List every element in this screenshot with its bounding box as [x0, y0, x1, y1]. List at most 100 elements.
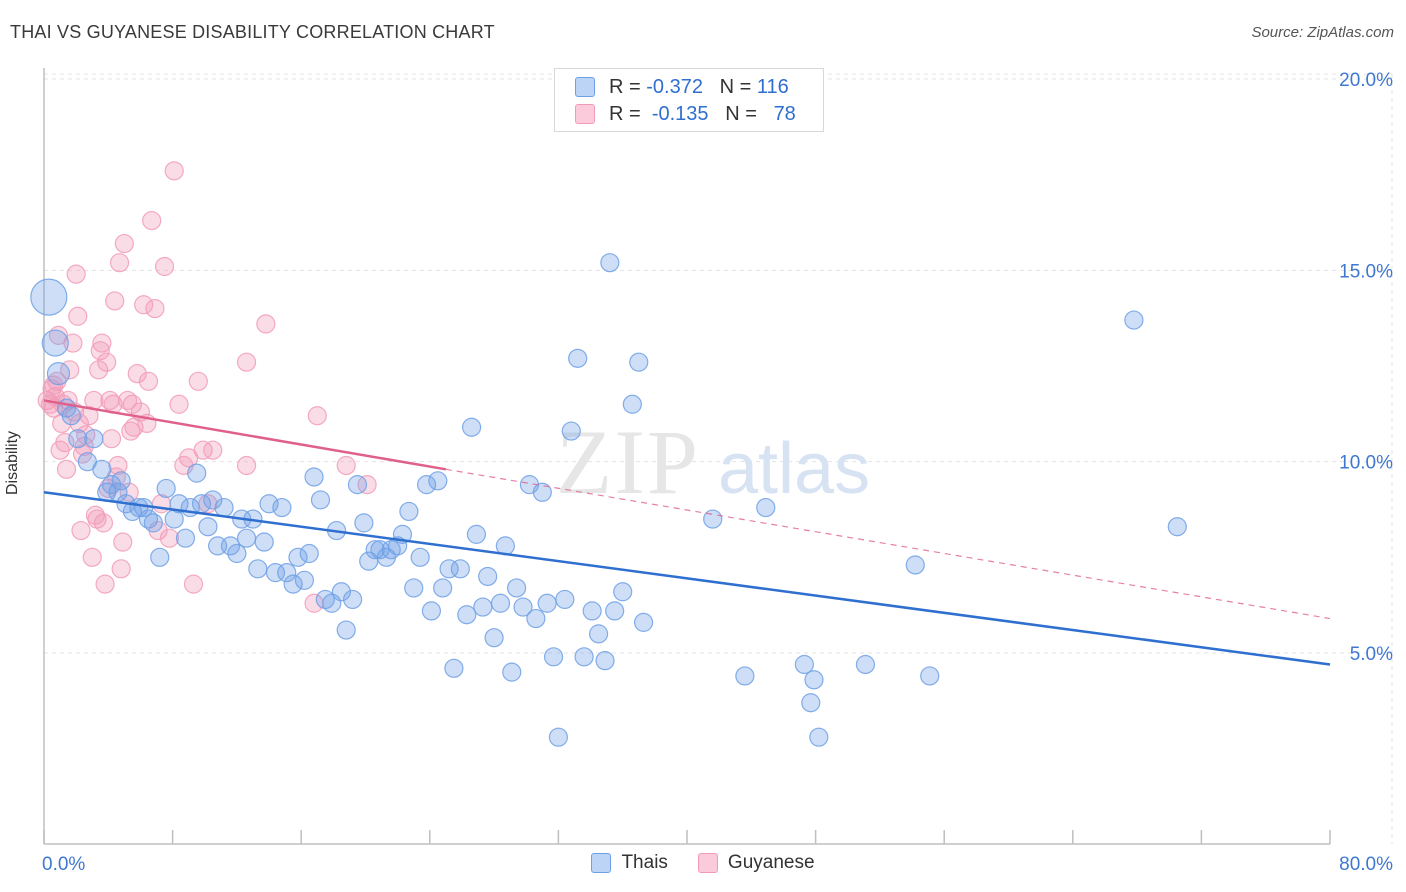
thai-point — [478, 566, 498, 587]
trend-lines — [43, 399, 1331, 666]
thai-point — [259, 494, 279, 514]
guyanese-point — [145, 299, 165, 319]
thai-point — [150, 547, 170, 567]
thai-point — [101, 475, 122, 495]
thai-point — [532, 482, 552, 502]
thai-point — [265, 563, 286, 583]
thai-point — [629, 352, 649, 372]
thai-point — [574, 647, 594, 667]
thai-point — [507, 578, 527, 598]
thai-point — [561, 421, 581, 441]
y-tick-label-20: 20.0% — [1339, 70, 1393, 91]
thai-point — [61, 406, 81, 426]
thai-point — [156, 478, 176, 499]
thai-point — [410, 547, 430, 567]
thai-n-label: N = — [719, 75, 752, 98]
guyanese-point — [55, 432, 75, 453]
thais-legend-label: Thais — [621, 852, 668, 873]
thai-n-value: 116 — [756, 75, 789, 98]
thai-point — [175, 528, 196, 548]
thai-point — [735, 666, 755, 686]
thai-point — [46, 362, 71, 386]
guyanese-point — [357, 475, 377, 495]
thai-point — [622, 394, 642, 414]
guyanese-point — [93, 513, 114, 533]
guyanese-legend-swatch — [697, 853, 718, 873]
thai-point — [588, 624, 609, 644]
thai-point — [288, 547, 308, 567]
guyanese-point — [111, 559, 131, 579]
thai-point — [272, 497, 292, 518]
thai-point — [143, 513, 163, 533]
guyanese-point — [44, 375, 64, 395]
thai-point — [905, 555, 925, 575]
watermark: ZIP atlas — [556, 411, 870, 513]
thai-point — [169, 494, 189, 514]
thai-point — [457, 605, 477, 625]
legend-item-thais[interactable]: Thais — [591, 852, 668, 874]
thai-point — [473, 597, 493, 617]
guyanese-trend-extension — [445, 468, 1331, 620]
guyanese-point — [105, 291, 125, 311]
guyanese-point — [119, 482, 139, 502]
thai-point — [920, 666, 940, 686]
guyanese-point — [134, 295, 154, 315]
thai-point — [254, 532, 274, 552]
guyanese-point — [71, 520, 91, 541]
guyanese-point — [92, 333, 112, 353]
guyanese-point — [127, 364, 147, 384]
guyanese-point — [169, 394, 189, 414]
guyanese-point — [101, 429, 122, 449]
thai-point — [1167, 517, 1187, 537]
guyanese-point — [256, 314, 276, 334]
gridlines — [44, 73, 1393, 844]
guyanese-point — [164, 161, 184, 181]
x-tick-label-min: 0.0% — [42, 854, 85, 875]
guyanese-point — [82, 547, 102, 567]
thai-point — [203, 490, 223, 510]
thai-points — [30, 253, 1187, 747]
thai-point — [450, 559, 470, 579]
guyanese-n-value: 78 — [773, 102, 796, 125]
correlation-legend: R = -0.372 N = 116 R = -0.135 N = 78 — [554, 68, 824, 132]
thai-point — [421, 601, 442, 621]
thai-point — [283, 574, 303, 594]
thai-point — [248, 559, 268, 579]
thai-point — [439, 559, 459, 579]
thai-point — [92, 459, 112, 479]
thai-point — [433, 578, 453, 598]
guyanese-point — [56, 459, 77, 479]
guyanese-point — [142, 210, 162, 231]
thai-point — [756, 497, 776, 518]
thai-point — [1124, 310, 1144, 330]
guyanese-point — [236, 352, 257, 372]
thai-point — [304, 467, 324, 487]
guyanese-point — [307, 406, 327, 426]
thai-trend-line — [43, 491, 1331, 666]
thai-swatch — [575, 77, 595, 97]
thai-point — [336, 620, 356, 640]
thai-point — [30, 278, 68, 316]
thai-point — [502, 662, 522, 682]
thai-point — [354, 513, 374, 533]
guyanese-point — [68, 306, 88, 326]
thai-point — [484, 628, 504, 648]
thai-point — [404, 578, 424, 598]
thai-point — [537, 593, 557, 613]
thai-point — [444, 658, 464, 678]
guyanese-legend-label: Guyanese — [727, 852, 815, 873]
thai-point — [236, 528, 257, 548]
series-legend: Thais Guyanese — [0, 852, 1406, 874]
x-tick-label-max: 80.0% — [1339, 854, 1393, 875]
thai-point — [513, 597, 533, 617]
guyanese-point — [183, 574, 204, 594]
thai-point — [41, 329, 69, 357]
thai-point — [220, 536, 241, 556]
legend-item-guyanese[interactable]: Guyanese — [697, 852, 815, 874]
thai-point — [568, 348, 588, 368]
thai-point — [600, 253, 620, 273]
watermark-atlas: atlas — [718, 429, 870, 509]
thai-point — [347, 475, 368, 495]
guyanese-point — [89, 360, 109, 380]
